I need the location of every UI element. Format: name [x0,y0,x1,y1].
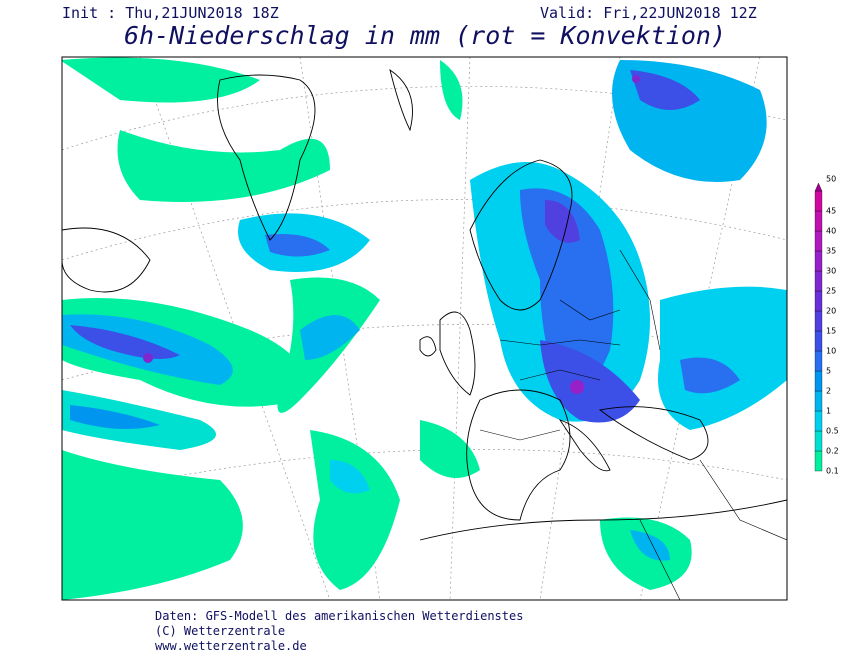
legend-label: 35 [826,247,836,256]
map-frame [61,56,788,601]
legend-label: 0.1 [826,467,839,476]
legend-swatch [814,182,823,192]
footer-source: Daten: GFS-Modell des amerikanischen Wet… [155,609,523,623]
legend-label: 1 [826,407,831,416]
legend-label: 25 [826,287,836,296]
legend-label: 40 [826,227,836,236]
legend-label: 15 [826,327,836,336]
legend-swatch [814,270,823,292]
legend-label: 5 [826,367,831,376]
legend-swatch [814,250,823,272]
map-title: 6h-Niederschlag in mm (rot = Konvektion) [124,21,726,50]
precipitation [62,57,787,600]
legend-swatch [814,310,823,332]
legend-label: 0.5 [826,427,839,436]
legend-swatch [814,350,823,372]
legend-swatch [814,450,823,472]
map-area [62,57,787,600]
legend-label: 10 [826,347,836,356]
legend-label: 0.2 [826,447,839,456]
legend-swatch [814,430,823,452]
legend-label: 20 [826,307,836,316]
legend-swatch [814,290,823,312]
legend-swatch [814,330,823,352]
legend-label: 50 [826,175,836,184]
footer-url: www.wetterzentrale.de [155,639,307,653]
legend-label: 45 [826,207,836,216]
valid-time: Valid: Fri,22JUN2018 12Z [540,4,757,22]
legend-label: 2 [826,387,831,396]
legend-swatch [814,370,823,392]
legend-swatch [814,230,823,252]
init-time: Init : Thu,21JUN2018 18Z [62,4,279,22]
legend-swatch [814,190,823,212]
legend-swatch [814,410,823,432]
footer-copyright: (C) Wetterzentrale [155,624,285,638]
legend-swatch [814,210,823,232]
legend-label: 30 [826,267,836,276]
legend-swatch [814,390,823,412]
